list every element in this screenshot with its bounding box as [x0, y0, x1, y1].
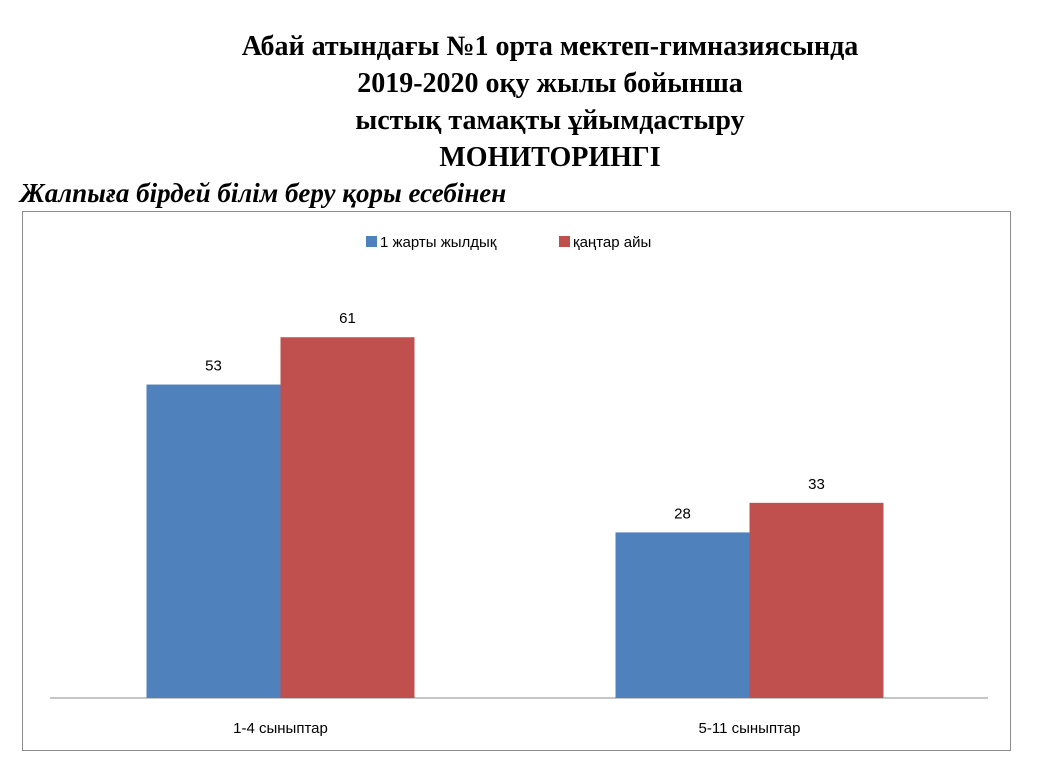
data-label: 28	[674, 505, 691, 522]
title-line: 2019-2020 оқу жылы бойынша	[357, 68, 743, 99]
legend-swatch	[366, 236, 377, 247]
legend-label: қаңтар айы	[573, 234, 651, 251]
bar-2	[749, 502, 884, 698]
chart-subtitle: Жалпыға бірдей білім беру қоры есебінен	[20, 178, 507, 208]
bar-1	[615, 532, 750, 698]
bar-2	[280, 337, 415, 698]
title-line: МОНИТОРИНГІ	[439, 142, 661, 173]
chart-title: Абай атындағы №1 орта мектеп-гимназиясын…	[0, 28, 1042, 176]
x-tick-label: 5-11 сыныптар	[699, 720, 801, 737]
chart-frame	[22, 211, 1011, 751]
title-line: ыстық тамақты ұйымдастыру	[355, 105, 745, 136]
legend-swatch	[559, 236, 570, 247]
legend-label: 1 жарты жылдық	[380, 234, 497, 251]
x-tick-label: 1-4 сыныптар	[233, 720, 328, 737]
data-label: 53	[205, 358, 222, 375]
bar-1	[146, 384, 281, 698]
data-label: 61	[339, 310, 356, 327]
data-label: 33	[808, 476, 825, 493]
title-line: Абай атындағы №1 орта мектеп-гимназиясын…	[241, 31, 859, 62]
